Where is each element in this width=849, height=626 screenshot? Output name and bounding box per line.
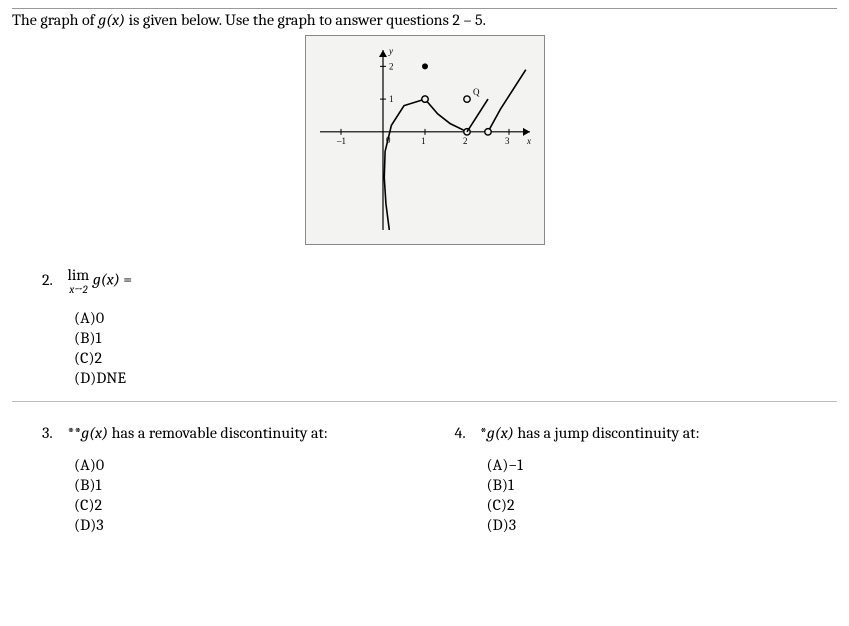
- svg-text:Q: Q: [473, 87, 480, 97]
- q3-fn: g(x): [81, 424, 108, 442]
- q3-stars: **: [68, 424, 82, 442]
- intro-suffix: is given below. Use the graph to answer …: [125, 11, 486, 29]
- svg-text:1: 1: [389, 94, 394, 104]
- svg-text:y: y: [388, 46, 393, 56]
- q4-choice-b: (B)1: [487, 476, 838, 494]
- graph-svg: xy–1012312Q: [310, 40, 540, 240]
- q3-choice-a: (A)0: [74, 456, 425, 474]
- questions-row: 3. **g(x) has a removable discontinuity …: [12, 414, 837, 548]
- q2-choice-b: (B)1: [74, 329, 837, 347]
- intro-prefix: The graph of: [12, 11, 98, 29]
- q2-lim-top: lim: [68, 267, 90, 283]
- question-2: 2. lim x→2 g(x) = (A)0 (B)1 (C)2 (D)DNE: [42, 267, 837, 387]
- q4-choices: (A)−1 (B)1 (C)2 (D)3: [487, 456, 838, 534]
- q2-choice-c: (C)2: [74, 349, 837, 367]
- svg-text:2: 2: [463, 136, 468, 146]
- q4-stars: *: [480, 424, 487, 442]
- svg-text:x: x: [526, 136, 531, 146]
- question-4: 4. *g(x) has a jump discontinuity at: (A…: [455, 424, 838, 534]
- q2-choice-a: (A)0: [74, 309, 837, 327]
- col-q3: 3. **g(x) has a removable discontinuity …: [12, 414, 425, 548]
- svg-text:1: 1: [421, 136, 426, 146]
- q3-choices: (A)0 (B)1 (C)2 (D)3: [74, 456, 425, 534]
- q3-number: 3.: [42, 424, 64, 442]
- graph-container: xy–1012312Q: [12, 35, 837, 249]
- col-q4: 4. *g(x) has a jump discontinuity at: (A…: [425, 414, 838, 548]
- svg-text:3: 3: [505, 136, 510, 146]
- q3-choice-b: (B)1: [74, 476, 425, 494]
- q2-choice-d: (D)DNE: [74, 369, 837, 387]
- top-rule: [12, 8, 837, 9]
- q3-choice-d: (D)3: [74, 516, 425, 534]
- q4-choice-c: (C)2: [487, 496, 838, 514]
- q4-tail: has a jump discontinuity at:: [514, 424, 700, 442]
- intro-fn: g(x): [98, 11, 125, 29]
- q2-fn: g(x): [93, 271, 120, 289]
- q4-choice-d: (D)3: [487, 516, 838, 534]
- intro-line: The graph of g(x) is given below. Use th…: [12, 11, 837, 29]
- q4-choice-a: (A)−1: [487, 456, 838, 474]
- q4-number: 4.: [455, 424, 477, 442]
- q2-eq: =: [120, 271, 132, 289]
- question-3: 3. **g(x) has a removable discontinuity …: [42, 424, 425, 534]
- graph-box: xy–1012312Q: [305, 35, 545, 245]
- q2-limit: lim x→2: [68, 267, 90, 295]
- q3-tail: has a removable discontinuity at:: [108, 424, 328, 442]
- q2-number: 2.: [42, 271, 64, 289]
- q2-lim-bot: x→2: [68, 284, 90, 295]
- q4-fn: g(x): [487, 424, 514, 442]
- divider-1: [12, 401, 837, 402]
- q2-choices: (A)0 (B)1 (C)2 (D)DNE: [74, 309, 837, 387]
- svg-text:2: 2: [389, 61, 394, 71]
- svg-text:–1: –1: [336, 136, 346, 146]
- q3-choice-c: (C)2: [74, 496, 425, 514]
